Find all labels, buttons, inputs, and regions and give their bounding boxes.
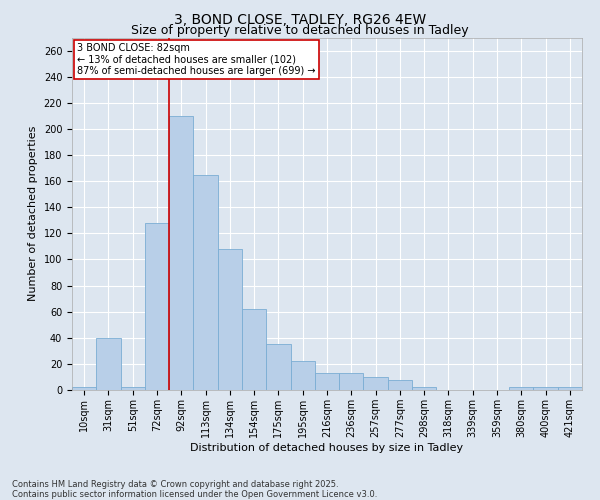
Bar (266, 344, 290, 390)
Bar (193, 174, 218, 390)
Bar (96, 338, 121, 390)
Bar (558, 388, 582, 390)
Text: 3, BOND CLOSE, TADLEY, RG26 4EW: 3, BOND CLOSE, TADLEY, RG26 4EW (174, 12, 426, 26)
Bar (364, 377, 388, 390)
Text: Size of property relative to detached houses in Tadley: Size of property relative to detached ho… (131, 24, 469, 37)
Y-axis label: Number of detached properties: Number of detached properties (28, 126, 38, 302)
Bar (72, 388, 96, 390)
Text: Contains HM Land Registry data © Crown copyright and database right 2025.
Contai: Contains HM Land Registry data © Crown c… (12, 480, 377, 499)
Text: 3 BOND CLOSE: 82sqm
← 13% of detached houses are smaller (102)
87% of semi-detac: 3 BOND CLOSE: 82sqm ← 13% of detached ho… (77, 43, 316, 76)
X-axis label: Distribution of detached houses by size in Tadley: Distribution of detached houses by size … (190, 442, 464, 452)
Bar (388, 380, 412, 390)
Bar (533, 388, 558, 390)
Bar (412, 388, 436, 390)
Bar (242, 309, 266, 390)
Bar (509, 388, 533, 390)
Bar (145, 223, 169, 390)
Bar (339, 373, 364, 390)
Bar (315, 373, 339, 390)
Bar (121, 388, 145, 390)
Bar (290, 362, 315, 390)
Bar (218, 249, 242, 390)
Bar (169, 116, 193, 390)
